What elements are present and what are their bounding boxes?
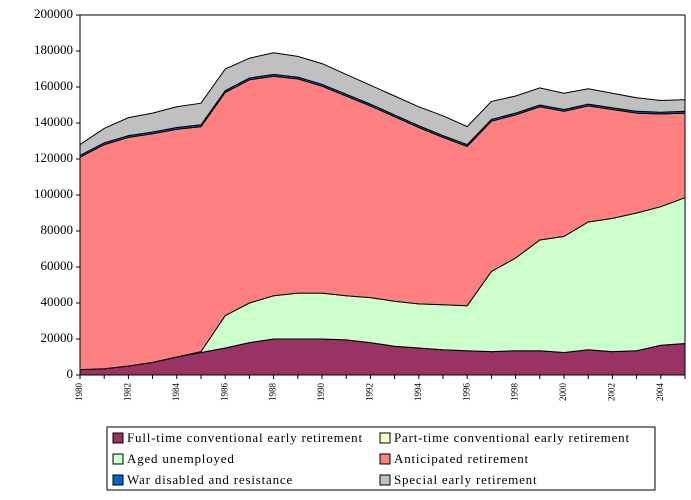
- x-tick-label: 1988: [268, 383, 278, 402]
- legend-label: Anticipated retirement: [394, 451, 529, 466]
- legend-swatch: [112, 453, 124, 465]
- x-tick-label: 2002: [606, 383, 616, 401]
- x-tick-label: 1990: [316, 383, 326, 402]
- legend-swatch: [379, 432, 391, 444]
- y-tick-label: 180000: [34, 42, 73, 57]
- y-tick-label: 40000: [41, 294, 74, 309]
- x-tick-label: 1994: [413, 383, 423, 402]
- legend-label: War disabled and resistance: [127, 472, 293, 487]
- y-tick-label: 20000: [41, 330, 74, 345]
- x-tick-label: 2000: [558, 383, 568, 402]
- x-tick-label: 1998: [510, 383, 520, 402]
- x-tick-label: 1984: [171, 383, 181, 402]
- legend-swatch: [112, 432, 124, 444]
- legend-label: Part-time conventional early retirement: [394, 430, 630, 445]
- y-tick-label: 160000: [34, 78, 73, 93]
- y-tick-label: 0: [67, 366, 74, 381]
- legend-label: Aged unemployed: [127, 451, 235, 466]
- legend-label: Special early retirement: [394, 472, 537, 487]
- x-tick-label: 1986: [219, 383, 229, 402]
- y-tick-label: 140000: [34, 114, 73, 129]
- x-tick-label: 2004: [655, 383, 665, 402]
- x-tick-label: 1980: [74, 383, 84, 402]
- y-tick-label: 60000: [41, 258, 74, 273]
- legend-swatch: [379, 474, 391, 486]
- x-tick-label: 1996: [461, 383, 471, 402]
- y-tick-label: 120000: [34, 150, 73, 165]
- y-tick-label: 200000: [34, 6, 73, 21]
- x-tick-label: 1992: [364, 383, 374, 401]
- legend-swatch: [379, 453, 391, 465]
- y-tick-label: 80000: [41, 222, 74, 237]
- legend-label: Full-time conventional early retirement: [127, 430, 363, 445]
- x-tick-label: 1982: [122, 383, 132, 401]
- legend-swatch: [112, 474, 124, 486]
- y-tick-label: 100000: [34, 186, 73, 201]
